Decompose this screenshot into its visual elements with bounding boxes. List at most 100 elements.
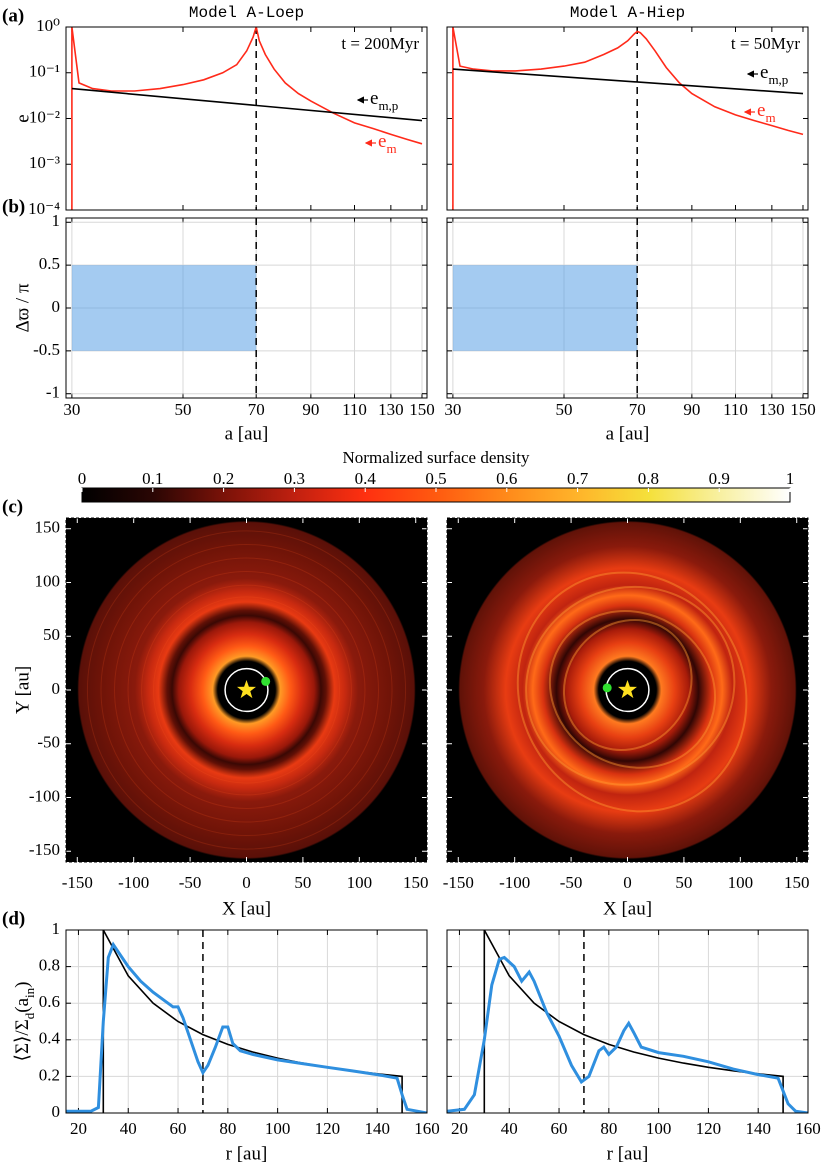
plot-area — [458, 520, 797, 860]
x-tick-label: -50 — [179, 873, 202, 892]
phase-region — [452, 265, 638, 351]
y-tick-label: 0.2 — [39, 1065, 60, 1084]
ring-feature — [127, 571, 366, 809]
ring-feature — [152, 596, 341, 784]
ring-feature — [141, 584, 352, 796]
x-tick-label: 40 — [501, 1119, 518, 1138]
series-label-main: e — [378, 131, 386, 152]
series-label-sub: m,p — [378, 98, 398, 113]
x-tick-label: 120 — [315, 1119, 341, 1138]
series-line — [447, 955, 808, 1113]
image-frame — [446, 517, 809, 863]
planet-orbit — [224, 667, 269, 713]
x-tick-label: 140 — [364, 1119, 390, 1138]
x-tick-label: 60 — [551, 1119, 568, 1138]
colorbar-tick-label: 0 — [78, 469, 87, 488]
spiral-feature — [548, 610, 717, 769]
phase-region — [71, 265, 257, 351]
colorbar-tick-label: 1 — [786, 469, 795, 488]
planet — [261, 676, 271, 686]
y-tick-label: 0 — [52, 1102, 61, 1121]
x-tick-label: 110 — [342, 400, 367, 419]
star — [237, 680, 256, 699]
colorbar-tick-label: 0.5 — [425, 469, 446, 488]
y-tick-label: 0 — [52, 679, 61, 698]
x-tick-label: 100 — [728, 873, 754, 892]
y-axis-label-part: in — [22, 987, 37, 998]
x-tick-label: -150 — [62, 873, 93, 892]
series-line — [452, 68, 804, 95]
series-line — [102, 930, 403, 1113]
spiral-feature — [562, 619, 693, 751]
x-axis-label: r [au] — [226, 1143, 268, 1164]
ring-feature — [114, 557, 379, 823]
y-tick-label: 0.5 — [39, 254, 60, 273]
panel-label: (d) — [2, 908, 25, 929]
series-label-main: e — [757, 100, 765, 121]
axes-frame — [65, 26, 428, 211]
x-tick-label: 160 — [414, 1119, 440, 1138]
x-tick-label: 50 — [294, 873, 311, 892]
x-tick-label: 70 — [629, 400, 646, 419]
colorbar-tick-label: 0.1 — [142, 469, 163, 488]
x-axis-label: a [au] — [225, 423, 269, 444]
x-axis-label: X [au] — [603, 898, 652, 919]
x-tick-label: 140 — [745, 1119, 771, 1138]
series-label-sub: m — [386, 141, 396, 156]
y-axis-label-part: (a — [12, 997, 33, 1012]
series-line — [452, 27, 804, 210]
y-axis-label-part: d — [22, 1012, 37, 1019]
y-tick-label: -150 — [29, 840, 60, 859]
annotation: t = 200Myr — [341, 34, 419, 53]
y-tick-label: -0.5 — [33, 340, 60, 359]
series-label-main: e — [760, 62, 768, 83]
x-tick-label: 80 — [600, 1119, 617, 1138]
axes-frame — [446, 217, 809, 399]
x-tick-label: 100 — [646, 1119, 672, 1138]
spiral-feature — [525, 585, 736, 786]
x-tick-label: 20 — [70, 1119, 87, 1138]
x-tick-label: 20 — [451, 1119, 468, 1138]
plot-area — [452, 218, 638, 398]
ring-feature — [86, 530, 407, 850]
x-tick-label: 0 — [242, 873, 251, 892]
y-tick-label: 150 — [35, 518, 61, 537]
x-tick-label: 150 — [403, 873, 429, 892]
colorbar-tick-label: 0.8 — [638, 469, 659, 488]
y-tick-label: -50 — [37, 733, 60, 752]
x-tick-label: -50 — [560, 873, 583, 892]
axes-frame — [65, 929, 428, 1114]
x-tick-label: 70 — [248, 400, 265, 419]
x-tick-label: 110 — [723, 400, 748, 419]
image-frame — [65, 517, 428, 863]
axes-frame — [446, 26, 809, 211]
y-tick-label: 0 — [52, 297, 61, 316]
y-tick-label: 10⁰ — [36, 16, 60, 35]
colorbar-tick-label: 0.6 — [496, 469, 517, 488]
y-axis-label: Y [au] — [12, 666, 33, 714]
y-tick-label: -100 — [29, 786, 60, 805]
series-line — [483, 930, 784, 1113]
y-axis-label-part: ) — [12, 982, 33, 988]
annotation: t = 50Myr — [731, 34, 800, 53]
x-axis-label: X [au] — [222, 898, 271, 919]
x-tick-label: 30 — [444, 400, 461, 419]
series-label-sub: m — [765, 110, 775, 125]
x-tick-label: 150 — [784, 873, 810, 892]
chart-title: Model A-Loep — [189, 4, 304, 22]
colorbar-tick-label: 0.4 — [355, 469, 377, 488]
x-tick-label: 90 — [683, 400, 700, 419]
colorbar-tick-label: 0.3 — [284, 469, 305, 488]
x-tick-label: 90 — [302, 400, 319, 419]
y-tick-label: 0.4 — [39, 1029, 61, 1048]
x-axis-label: r [au] — [607, 1143, 649, 1164]
x-tick-label: 0 — [623, 873, 632, 892]
y-axis-label: ⟨Σ⟩/Σd(ain) — [12, 982, 37, 1062]
colorbar-tick-label: 0.2 — [213, 469, 234, 488]
star — [618, 680, 637, 699]
y-tick-label: 50 — [43, 625, 60, 644]
chart-title: Model A-Hiep — [570, 4, 685, 22]
colorbar-title: Normalized surface density — [343, 448, 530, 467]
spiral-feature — [516, 571, 748, 813]
